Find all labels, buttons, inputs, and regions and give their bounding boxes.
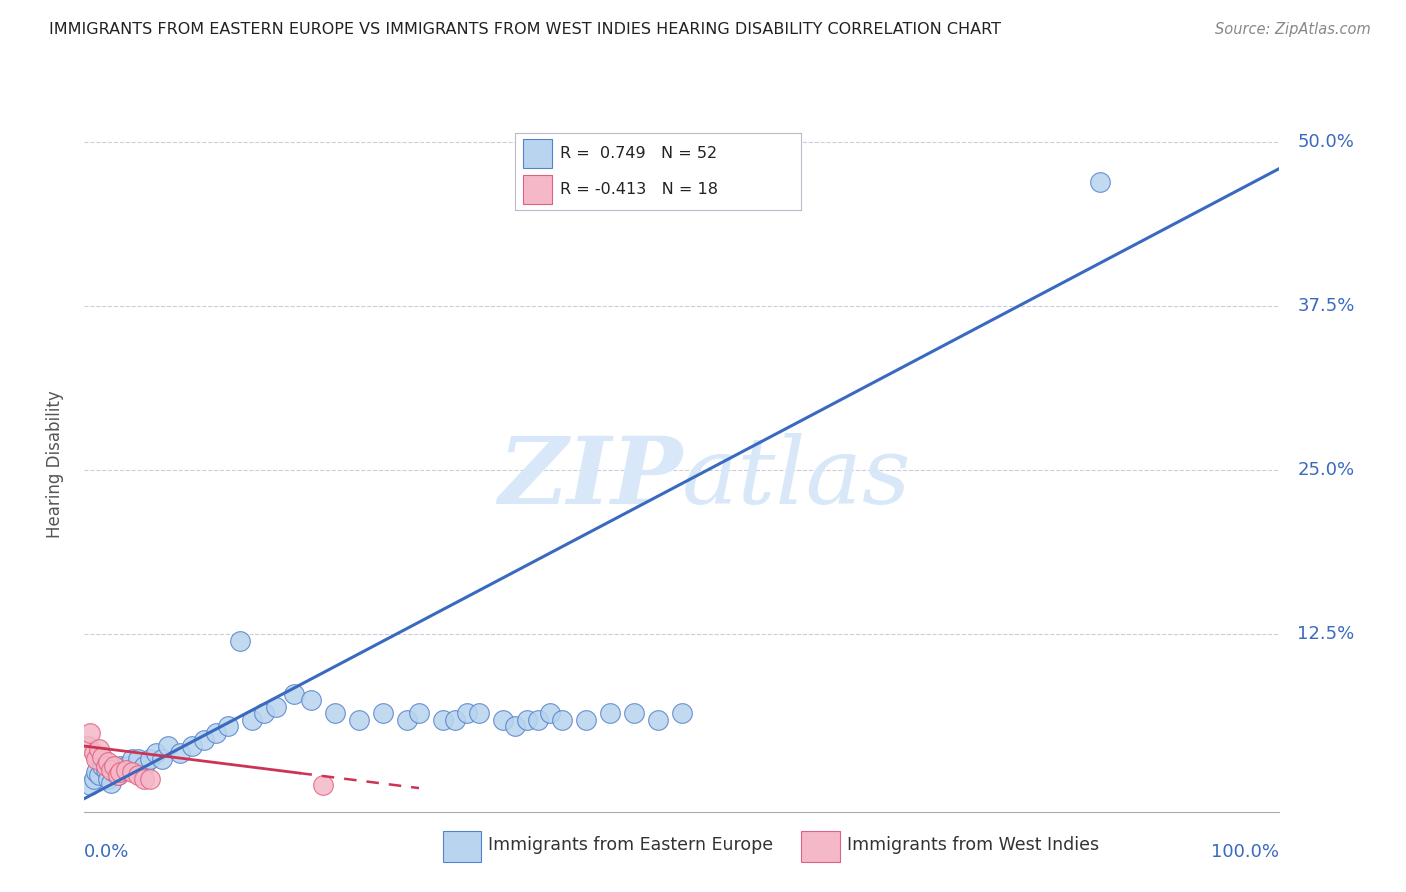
Point <box>87 741 110 756</box>
Point <box>110 765 132 780</box>
Point <box>301 693 323 707</box>
Point <box>107 768 129 782</box>
Point <box>91 758 114 772</box>
Y-axis label: Hearing Disability: Hearing Disability <box>45 390 63 538</box>
Point <box>87 768 110 782</box>
Text: ZIP: ZIP <box>498 433 682 523</box>
Point <box>127 768 149 782</box>
Point <box>169 746 191 760</box>
Point <box>157 739 180 753</box>
Point <box>253 706 276 721</box>
Point <box>115 763 138 777</box>
Point <box>671 706 693 721</box>
Point <box>127 752 149 766</box>
Point <box>240 713 263 727</box>
Point <box>193 732 215 747</box>
Point <box>408 706 430 721</box>
Point <box>551 713 574 727</box>
Text: 37.5%: 37.5% <box>1298 297 1355 315</box>
Point <box>492 713 515 727</box>
Point <box>503 719 526 733</box>
Point <box>91 749 114 764</box>
Point <box>100 776 122 790</box>
Text: 50.0%: 50.0% <box>1298 133 1354 152</box>
Point <box>527 713 550 727</box>
Point <box>97 755 120 769</box>
Point <box>456 706 478 721</box>
Point <box>180 739 202 753</box>
Point <box>139 752 162 766</box>
Point <box>264 699 287 714</box>
Point <box>100 763 122 777</box>
Point <box>205 726 228 740</box>
Point <box>323 706 346 721</box>
Point <box>228 634 252 648</box>
Point <box>217 719 239 733</box>
Point <box>538 706 561 721</box>
Point <box>467 706 491 721</box>
Text: 100.0%: 100.0% <box>1212 843 1279 861</box>
Point <box>396 713 419 727</box>
Point <box>110 758 132 772</box>
Point <box>575 713 598 727</box>
Text: Immigrants from West Indies: Immigrants from West Indies <box>846 836 1099 855</box>
Point <box>599 706 621 721</box>
Point <box>444 713 467 727</box>
Point <box>94 763 117 777</box>
Text: 25.0%: 25.0% <box>1298 461 1354 479</box>
Point <box>84 752 107 766</box>
Point <box>103 765 125 780</box>
Point <box>623 706 645 721</box>
Text: 0.0%: 0.0% <box>84 843 129 861</box>
Point <box>432 713 454 727</box>
Text: IMMIGRANTS FROM EASTERN EUROPE VS IMMIGRANTS FROM WEST INDIES HEARING DISABILITY: IMMIGRANTS FROM EASTERN EUROPE VS IMMIGR… <box>49 22 1001 37</box>
Point <box>1088 175 1111 189</box>
Point <box>107 768 129 782</box>
Point <box>83 772 105 786</box>
Point <box>132 758 156 772</box>
Point <box>132 772 156 786</box>
Point <box>371 706 394 721</box>
Text: Source: ZipAtlas.com: Source: ZipAtlas.com <box>1215 22 1371 37</box>
Point <box>349 713 371 727</box>
Point <box>312 779 335 793</box>
Text: atlas: atlas <box>682 433 911 523</box>
Point <box>94 758 117 772</box>
Bar <box>443 830 481 862</box>
Point <box>139 772 162 786</box>
Point <box>115 758 138 772</box>
Point <box>647 713 669 727</box>
Point <box>79 726 101 740</box>
Point <box>97 772 120 786</box>
Point <box>83 746 105 760</box>
Bar <box>801 830 839 862</box>
Point <box>145 746 167 760</box>
Point <box>283 687 305 701</box>
Point <box>121 752 143 766</box>
Point <box>79 779 101 793</box>
Point <box>515 713 537 727</box>
Text: 12.5%: 12.5% <box>1298 625 1354 643</box>
Point <box>103 758 125 772</box>
Point <box>91 752 114 766</box>
Point <box>150 752 173 766</box>
Point <box>84 765 107 780</box>
Point <box>121 765 143 780</box>
Text: Immigrants from Eastern Europe: Immigrants from Eastern Europe <box>488 836 773 855</box>
Point <box>77 739 100 753</box>
